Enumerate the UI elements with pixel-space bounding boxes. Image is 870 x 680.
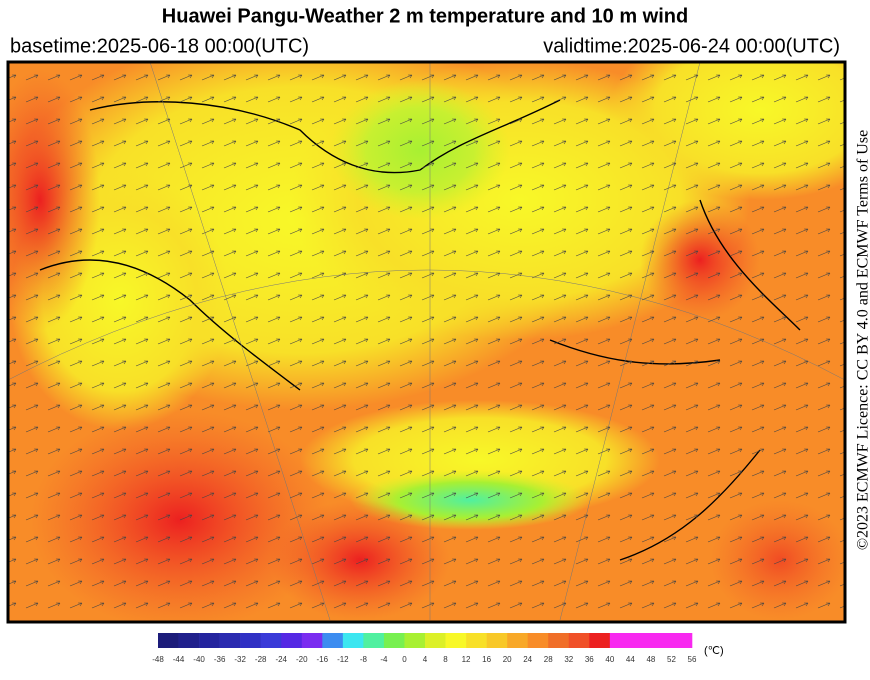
colorbar-segment	[363, 633, 385, 648]
basetime: basetime:2025-06-18 00:00(UTC)	[10, 35, 309, 57]
colorbar-label: -40	[193, 655, 205, 664]
colorbar-label: -28	[255, 655, 267, 664]
colorbar-label: -36	[214, 655, 226, 664]
colorbar-segment	[609, 633, 631, 648]
colorbar-label: 20	[503, 655, 512, 664]
colorbar-segment	[281, 633, 303, 648]
colorbar-label: -20	[296, 655, 308, 664]
colorbar-label: -8	[360, 655, 368, 664]
colorbar-label: 32	[564, 655, 573, 664]
colorbar-label: 16	[482, 655, 491, 664]
colorbar-label: 36	[585, 655, 594, 664]
colorbar-label: 12	[462, 655, 471, 664]
colorbar-label: 0	[402, 655, 407, 664]
colorbar-segment	[527, 633, 549, 648]
colorbar-segment	[178, 633, 200, 648]
colorbar-label: -32	[234, 655, 246, 664]
colorbar-label: 28	[544, 655, 553, 664]
colorbar-label: -4	[380, 655, 388, 664]
colorbar-segment	[568, 633, 590, 648]
colorbar-label: 24	[523, 655, 532, 664]
colorbar-segment	[383, 633, 405, 648]
colorbar-segment	[240, 633, 261, 648]
colorbar-label: 48	[646, 655, 655, 664]
title: Huawei Pangu-Weather 2 m temperature and…	[162, 5, 688, 27]
colorbar-segment	[650, 633, 672, 648]
colorbar-label: -24	[275, 655, 287, 664]
colorbar-segment	[219, 633, 241, 648]
map	[8, 62, 845, 622]
colorbar-label: 52	[667, 655, 676, 664]
colorbar-segment	[342, 633, 364, 648]
colorbar-segment	[301, 633, 323, 648]
colorbar-label: 44	[626, 655, 635, 664]
colorbar-label: -48	[152, 655, 164, 664]
colorbar-segment	[486, 633, 508, 648]
colorbar: -48 -44 -40 -36 -32 -28 -24 -20 -16 -12 -8 -4 0 4 8 12 1…	[152, 633, 697, 664]
colorbar-segment	[322, 633, 344, 648]
colorbar-segment	[630, 633, 652, 648]
colorbar-segment	[260, 633, 282, 648]
colorbar-segment	[158, 633, 179, 648]
colorbar-segment	[507, 633, 528, 648]
colorbar-segment	[445, 633, 467, 648]
colorbar-label: 4	[423, 655, 428, 664]
map-frame	[6, 60, 847, 624]
colorbar-label: -16	[317, 655, 329, 664]
colorbar-unit: (℃)	[704, 645, 724, 657]
colorbar-segment	[548, 633, 570, 648]
colorbar-label: -44	[173, 655, 185, 664]
colorbar-segment	[589, 633, 611, 648]
colorbar-label: 40	[605, 655, 614, 664]
colorbar-segment	[425, 633, 446, 648]
colorbar-segment	[199, 633, 220, 648]
colorbar-label: 56	[688, 655, 697, 664]
validtime: validtime:2025-06-24 00:00(UTC)	[543, 35, 840, 57]
colorbar-segment	[466, 633, 487, 648]
licence: ©2023 ECMWF Licence: CC BY 4.0 and ECMWF…	[855, 130, 870, 550]
colorbar-segment	[671, 633, 693, 648]
colorbar-label: 8	[443, 655, 448, 664]
colorbar-segment	[404, 633, 426, 648]
colorbar-label: -12	[337, 655, 349, 664]
